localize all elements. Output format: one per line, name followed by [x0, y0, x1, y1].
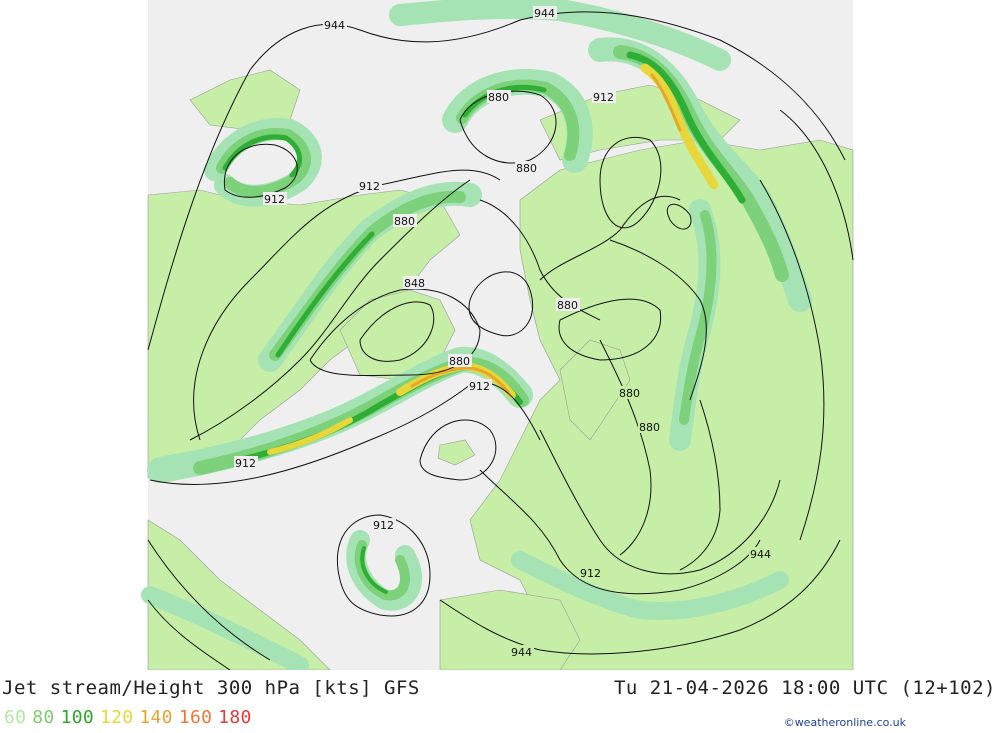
contour-label: 944: [324, 19, 345, 32]
credit-link[interactable]: ©weatheronline.co.uk: [783, 716, 906, 729]
contour-label: 880: [619, 387, 640, 400]
contour-label: 912: [264, 193, 285, 206]
contour-label: 912: [359, 180, 380, 193]
land-masses: [147, 69, 854, 670]
legend-item: 140: [139, 707, 173, 728]
legend-item: 60: [4, 707, 27, 728]
contour-label: 944: [534, 7, 555, 20]
contour-label: 944: [511, 646, 532, 659]
speed-legend: 60 80 100 120 140 160 180: [4, 707, 252, 728]
legend-item: 160: [178, 707, 213, 728]
valid-time: Tu 21-04-2026 18:00 UTC (12+102): [613, 677, 996, 699]
legend-item: 180: [218, 707, 252, 728]
contour-label: 880: [394, 215, 415, 228]
legend-item: 80: [32, 707, 55, 728]
contour-label: 912: [373, 519, 394, 532]
contour-labels: 944 944 912 880 880 912 912 880 848 880 …: [234, 6, 773, 659]
contour-label: 848: [404, 277, 425, 290]
contour-label: 880: [449, 355, 470, 368]
contour-label: 912: [469, 380, 490, 393]
contour-label: 880: [488, 91, 509, 104]
contour-label: 912: [580, 567, 601, 580]
jet-stream-map: 944 944 912 880 880 912 912 880 848 880 …: [141, 0, 854, 670]
contour-label: 880: [557, 299, 578, 312]
contour-label: 912: [235, 457, 256, 470]
contour-label: 912: [593, 91, 614, 104]
chart-title: Jet stream/Height 300 hPa [kts] GFS: [2, 677, 420, 699]
contour-label: 880: [639, 421, 660, 434]
legend-item: 120: [99, 707, 134, 728]
height-contours: [147, 11, 854, 670]
legend-item: 100: [60, 707, 94, 728]
contour-label: 880: [516, 162, 537, 175]
contour-label: 944: [750, 548, 771, 561]
